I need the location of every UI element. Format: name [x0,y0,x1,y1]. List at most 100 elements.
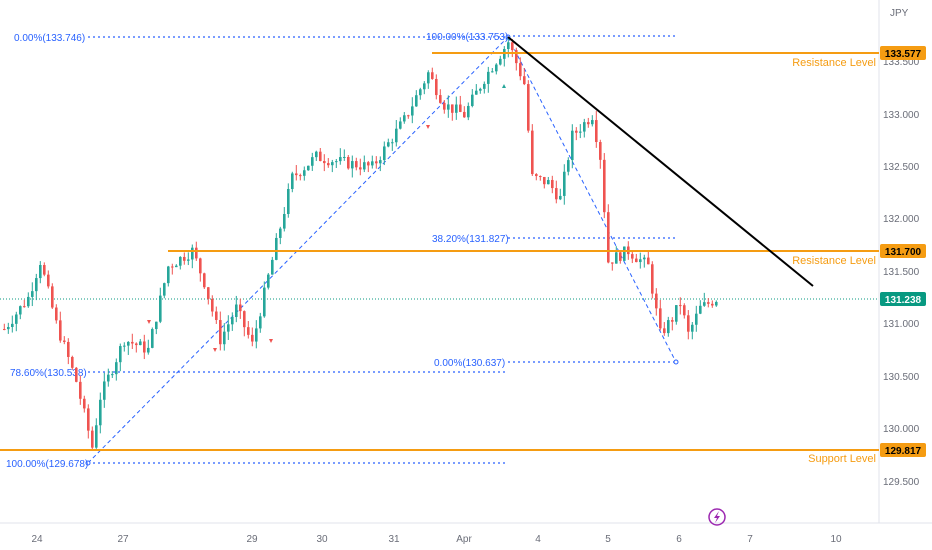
candle-body[interactable] [275,237,278,260]
candle-body[interactable] [167,266,170,284]
candle-body[interactable] [563,171,566,196]
candle-body[interactable] [295,173,298,176]
candle-body[interactable] [483,83,486,89]
candle-body[interactable] [695,313,698,325]
candle-body[interactable] [71,356,74,368]
candle-body[interactable] [203,273,206,288]
candle-body[interactable] [583,122,586,132]
candle-body[interactable] [631,254,634,259]
candle-body[interactable] [715,301,718,306]
candle-body[interactable] [431,72,434,79]
candle-body[interactable] [47,274,50,287]
candle-body[interactable] [27,296,30,307]
fib-trend-line[interactable] [87,36,509,464]
candle-body[interactable] [139,341,142,346]
candle-body[interactable] [651,264,654,294]
candle-body[interactable] [235,304,238,318]
candle-body[interactable] [531,130,534,175]
candle-body[interactable] [211,298,214,312]
candle-body[interactable] [51,286,54,308]
candle-body[interactable] [319,151,322,162]
candle-body[interactable] [467,105,470,118]
candle-body[interactable] [7,327,10,330]
candle-body[interactable] [75,367,78,382]
candle-body[interactable] [99,399,102,426]
candle-body[interactable] [299,175,302,177]
candle-body[interactable] [107,374,110,382]
candle-body[interactable] [683,305,686,316]
candle-body[interactable] [463,111,466,118]
candle-body[interactable] [663,328,666,334]
candle-body[interactable] [335,161,338,163]
lightning-icon[interactable] [708,508,726,526]
candle-body[interactable] [535,174,538,177]
candle-body[interactable] [67,341,70,357]
candle-body[interactable] [247,327,250,335]
candle-body[interactable] [283,213,286,229]
candle-body[interactable] [507,42,510,49]
candle-body[interactable] [31,291,34,297]
candle-body[interactable] [255,328,258,342]
candle-body[interactable] [359,167,362,170]
candle-body[interactable] [59,320,62,341]
candle-body[interactable] [79,381,82,399]
candle-body[interactable] [687,315,690,332]
candle-body[interactable] [195,247,198,259]
candle-body[interactable] [447,104,450,110]
candle-body[interactable] [691,324,694,332]
candle-body[interactable] [639,259,642,263]
candle-body[interactable] [83,398,86,409]
candle-body[interactable] [551,179,554,189]
candle-body[interactable] [343,156,346,158]
candle-body[interactable] [411,106,414,116]
candlestick-series[interactable] [3,37,718,451]
candle-body[interactable] [231,317,234,325]
candle-body[interactable] [227,324,230,332]
candle-body[interactable] [479,88,482,91]
candle-body[interactable] [287,189,290,214]
candle-body[interactable] [603,159,606,213]
candle-body[interactable] [303,170,306,176]
candle-body[interactable] [199,258,202,274]
candle-body[interactable] [55,307,58,321]
candle-body[interactable] [511,42,514,51]
candle-body[interactable] [175,265,178,268]
candle-body[interactable] [131,341,134,344]
candle-body[interactable] [635,258,638,263]
candle-body[interactable] [111,374,114,376]
candle-body[interactable] [419,89,422,96]
candle-body[interactable] [455,104,458,113]
candle-body[interactable] [675,305,678,322]
candle-body[interactable] [363,162,366,170]
candle-body[interactable] [279,228,282,238]
candle-body[interactable] [395,128,398,143]
candle-body[interactable] [559,195,562,200]
candle-body[interactable] [707,302,710,304]
candle-body[interactable] [699,305,702,314]
candle-body[interactable] [523,76,526,85]
candle-body[interactable] [215,311,218,321]
candle-body[interactable] [655,293,658,309]
trend-line[interactable] [507,36,814,287]
candle-body[interactable] [579,131,582,133]
candle-body[interactable] [427,72,430,84]
candle-body[interactable] [383,146,386,161]
candle-body[interactable] [643,257,646,260]
candle-body[interactable] [103,381,106,400]
candle-body[interactable] [331,162,334,166]
candle-body[interactable] [375,161,378,164]
candle-body[interactable] [415,95,418,107]
candle-body[interactable] [23,306,26,308]
candle-body[interactable] [391,142,394,144]
fib-anchor[interactable] [673,359,679,365]
candle-body[interactable] [123,345,126,347]
candle-body[interactable] [567,160,570,172]
candle-body[interactable] [147,347,150,353]
candle-body[interactable] [155,321,158,330]
candle-body[interactable] [239,304,242,312]
candle-body[interactable] [571,130,574,161]
candle-body[interactable] [179,256,182,266]
candle-body[interactable] [599,142,602,160]
candle-body[interactable] [259,316,262,329]
fibonacci-drawings[interactable]: 0.00%(133.746) 78.60%(130.538) 100.00%(1… [6,32,679,470]
